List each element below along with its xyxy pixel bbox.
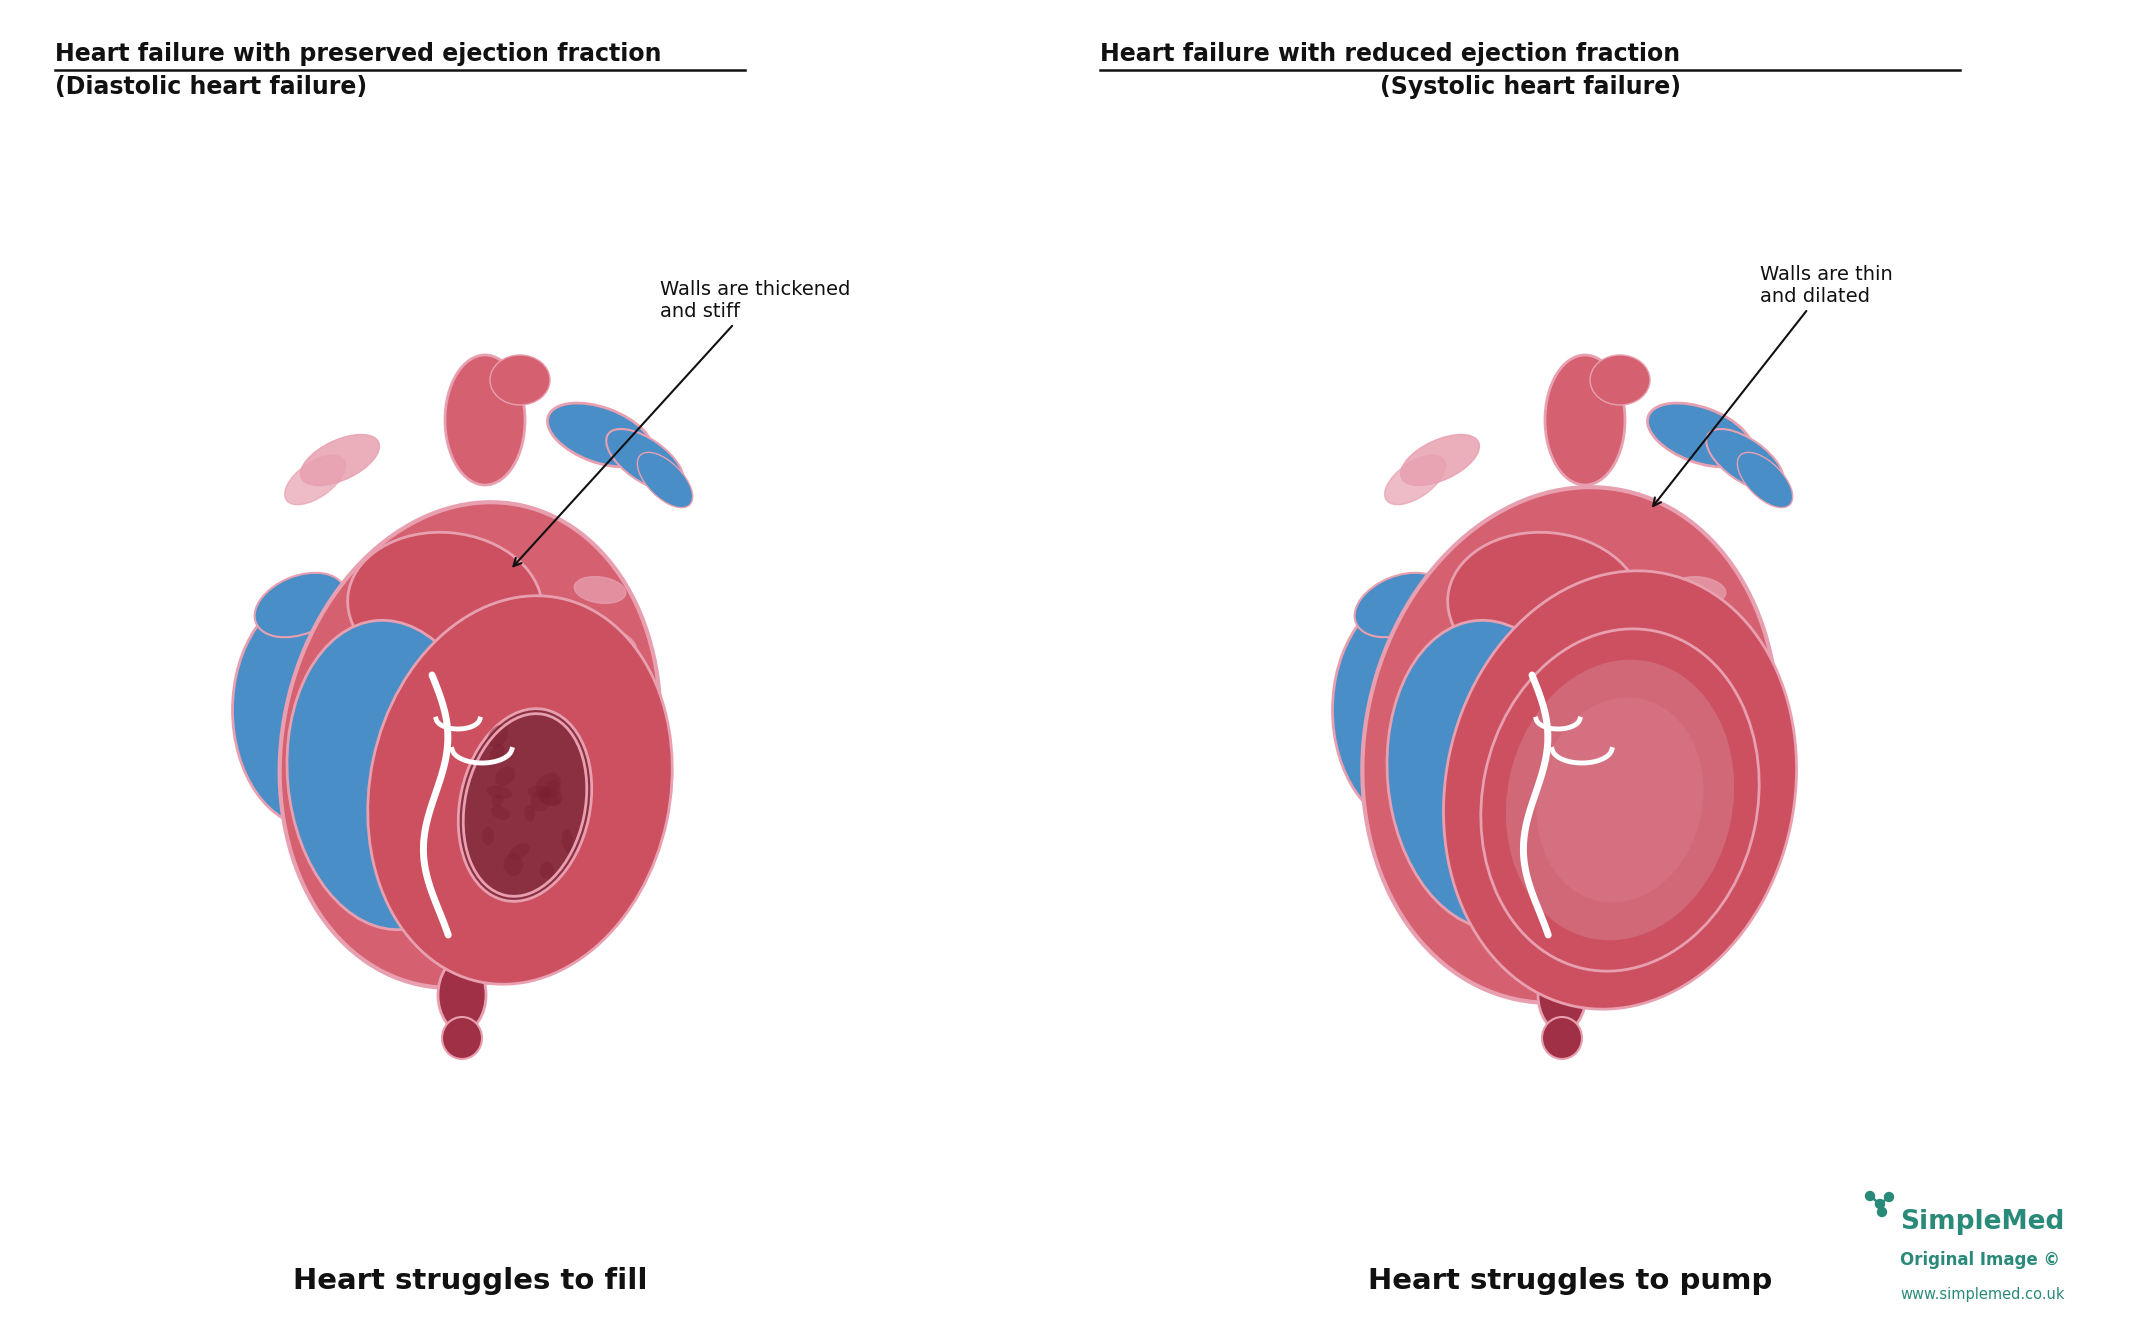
Ellipse shape xyxy=(1537,697,1703,902)
Ellipse shape xyxy=(637,452,692,508)
Ellipse shape xyxy=(1539,959,1586,1031)
Ellipse shape xyxy=(1590,355,1650,405)
Ellipse shape xyxy=(286,621,494,929)
Text: Heart failure with preserved ejection fraction: Heart failure with preserved ejection fr… xyxy=(56,42,662,66)
Ellipse shape xyxy=(536,772,560,797)
Ellipse shape xyxy=(489,355,549,405)
Ellipse shape xyxy=(1400,434,1479,485)
Ellipse shape xyxy=(588,626,637,657)
Ellipse shape xyxy=(1447,532,1643,677)
Ellipse shape xyxy=(492,806,511,819)
Text: Heart failure with reduced ejection fraction: Heart failure with reduced ejection frac… xyxy=(1101,42,1680,66)
Ellipse shape xyxy=(233,593,397,827)
Ellipse shape xyxy=(254,573,346,637)
Ellipse shape xyxy=(457,708,592,901)
Ellipse shape xyxy=(504,854,524,876)
Circle shape xyxy=(1876,1199,1885,1208)
Ellipse shape xyxy=(496,767,515,786)
Ellipse shape xyxy=(489,744,504,762)
Ellipse shape xyxy=(1545,355,1624,485)
Ellipse shape xyxy=(509,843,530,860)
Ellipse shape xyxy=(284,456,346,504)
Ellipse shape xyxy=(1705,429,1784,491)
Text: Original Image ©: Original Image © xyxy=(1900,1251,2060,1269)
Text: SimpleMed: SimpleMed xyxy=(1900,1210,2064,1235)
Ellipse shape xyxy=(1543,1016,1581,1059)
Ellipse shape xyxy=(1673,577,1727,603)
Ellipse shape xyxy=(348,532,543,677)
Ellipse shape xyxy=(368,595,673,984)
Ellipse shape xyxy=(530,791,549,811)
Ellipse shape xyxy=(1387,621,1592,929)
Text: (Systolic heart failure): (Systolic heart failure) xyxy=(1381,75,1680,99)
Ellipse shape xyxy=(528,786,551,798)
Ellipse shape xyxy=(524,805,534,822)
Ellipse shape xyxy=(444,355,526,485)
Ellipse shape xyxy=(492,794,504,806)
Text: Heart struggles to fill: Heart struggles to fill xyxy=(293,1267,648,1295)
Ellipse shape xyxy=(483,826,494,846)
Ellipse shape xyxy=(607,429,684,491)
Text: Walls are thickened
and stiff: Walls are thickened and stiff xyxy=(513,280,851,566)
Ellipse shape xyxy=(1688,626,1737,657)
Circle shape xyxy=(1885,1192,1893,1202)
Circle shape xyxy=(1866,1192,1874,1200)
Text: (Diastolic heart failure): (Diastolic heart failure) xyxy=(56,75,368,99)
Text: www.simplemed.co.uk: www.simplemed.co.uk xyxy=(1900,1287,2064,1302)
Ellipse shape xyxy=(1385,456,1445,504)
Ellipse shape xyxy=(541,793,560,806)
Ellipse shape xyxy=(547,404,652,467)
Ellipse shape xyxy=(1442,571,1797,1010)
Ellipse shape xyxy=(438,959,485,1031)
Ellipse shape xyxy=(1361,487,1778,1003)
Ellipse shape xyxy=(301,434,380,485)
Ellipse shape xyxy=(541,862,553,880)
Ellipse shape xyxy=(575,577,626,603)
Ellipse shape xyxy=(562,829,575,854)
Ellipse shape xyxy=(1355,573,1445,637)
Ellipse shape xyxy=(1507,660,1733,940)
Ellipse shape xyxy=(1648,404,1752,467)
Text: Walls are thin
and dilated: Walls are thin and dilated xyxy=(1654,266,1893,506)
Ellipse shape xyxy=(487,786,513,799)
Circle shape xyxy=(1878,1207,1887,1216)
Ellipse shape xyxy=(280,502,660,988)
Ellipse shape xyxy=(1737,452,1793,508)
Ellipse shape xyxy=(487,725,509,747)
Ellipse shape xyxy=(536,787,562,806)
Text: Heart struggles to pump: Heart struggles to pump xyxy=(1368,1267,1772,1295)
Ellipse shape xyxy=(442,1016,483,1059)
Ellipse shape xyxy=(545,780,560,798)
Ellipse shape xyxy=(1481,629,1759,971)
Ellipse shape xyxy=(1333,593,1498,827)
